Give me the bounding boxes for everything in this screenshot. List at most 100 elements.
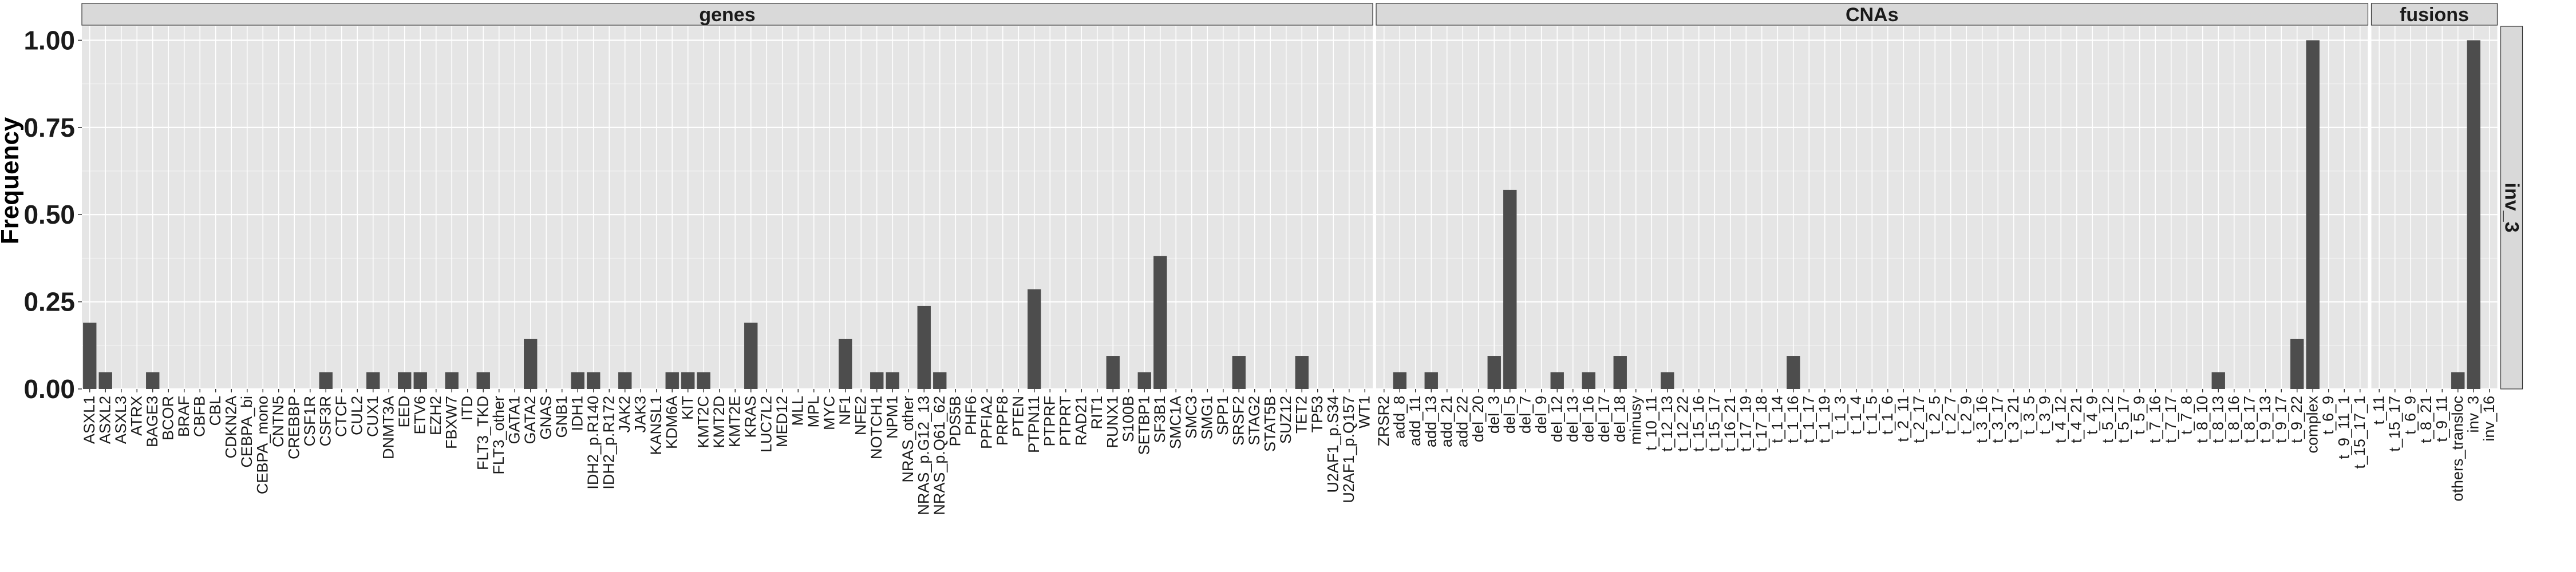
x-tick-label: t_9_11_1 [2335, 396, 2352, 459]
x-tick-label: t_8_17 [2241, 396, 2258, 443]
bar-inv_3 [2467, 40, 2480, 389]
x-tick-label: t_2_17 [1910, 396, 1927, 443]
x-tick-label: t_1_16 [1784, 396, 1801, 443]
x-tick-label: KIT [679, 396, 696, 420]
x-tick-label: t_1_19 [1816, 396, 1833, 443]
x-tick-label: t_17_18 [1753, 396, 1770, 452]
x-tick-label: t_2_7 [1942, 396, 1959, 435]
x-tick-label: RAD21 [1072, 396, 1089, 446]
x-tick-label: t_3_5 [2020, 396, 2037, 435]
x-tick-label: CEBPA_mono [254, 396, 271, 494]
x-tick-label: t_5_9 [2131, 396, 2148, 435]
x-tick-label: t_3_21 [2005, 396, 2022, 443]
x-tick-label: SMC1A [1167, 396, 1184, 449]
x-tick-label: t_7_17 [2162, 396, 2179, 443]
row-strip: inv_3 [2500, 26, 2523, 390]
x-tick-label: t_8_16 [2225, 396, 2242, 443]
x-tick-label: WT1 [1356, 396, 1373, 428]
x-tick-label: NPM1 [883, 396, 900, 439]
x-tick-label: t_15_17 [2386, 396, 2403, 452]
bar-ASXL2 [98, 372, 112, 389]
x-tick-label: BAGE3 [144, 396, 161, 447]
bar-NRAS_p.G12_13 [917, 305, 931, 389]
bar-NOTCH1 [870, 372, 884, 389]
bar-EED [398, 372, 412, 389]
x-tick-label: PRPF8 [994, 396, 1011, 446]
x-tick-label: GNAS [537, 396, 554, 440]
panel-CNAs: CNAsZRSR2add_8add_11add_13add_21add_22de… [1375, 3, 2369, 469]
bar-others_transloc [2451, 372, 2465, 389]
x-tick-label: SPP1 [1214, 396, 1231, 435]
x-tick-label: t_5_12 [2099, 396, 2116, 443]
x-tick-label: JAK3 [631, 396, 649, 433]
x-tick-label: FLT3_TKD [474, 396, 491, 470]
x-tick-label: PTPRT [1057, 396, 1074, 446]
bar-KRAS [744, 323, 758, 389]
bar-CSF3R [319, 372, 333, 389]
panel-strip-label: CNAs [1846, 4, 1899, 26]
x-tick-label: STAT5B [1261, 396, 1278, 452]
x-tick-label: MLL [789, 396, 806, 426]
x-tick-label: KDM6A [663, 396, 680, 449]
x-tick-label: del_5 [1501, 396, 1518, 434]
bar-del_18 [1613, 356, 1627, 389]
x-tick-label: t_15_17 [1705, 396, 1722, 452]
bar-KMT2C [697, 372, 710, 389]
panel-fusions: fusions t_11t_15_17t_6_9t_8_21t_9_11other… [2370, 3, 2498, 502]
x-tick-label: ATRX [128, 396, 145, 436]
x-tick-label: KANSL1 [647, 396, 665, 455]
x-tick-label: MED12 [773, 396, 791, 447]
bar-JAK2 [618, 372, 632, 389]
panels-layer: genes ASXL1ASXL2ASXL3ATRXBAGE3BCORBRAFCBF… [81, 3, 2498, 515]
x-tick-label: NRAS_other [899, 396, 916, 483]
x-tick-label: t_9_17 [2272, 396, 2289, 443]
bar-KDM6A [665, 372, 679, 389]
bar-FBXW7 [445, 372, 459, 389]
x-tick-label: del_3 [1485, 396, 1502, 434]
x-tick-label: t_16_21 [1721, 396, 1739, 452]
panel-background [82, 26, 1373, 389]
x-tick-label: NRAS_p.G12_13 [915, 396, 932, 515]
bar-SF3B1 [1153, 256, 1167, 389]
bar-del_16 [1582, 372, 1595, 389]
x-tick-label: add_13 [1422, 396, 1439, 447]
x-tick-label: t_2_5 [1926, 396, 1943, 435]
panel-strip [1376, 3, 2369, 26]
y-axis: 0.00 0.25 0.50 0.75 1.00 [23, 25, 82, 404]
x-tick-label: DNMT3A [380, 396, 397, 459]
bar-add_8 [1393, 372, 1406, 389]
x-tick-label: GATA1 [505, 396, 523, 444]
x-tick-label: U2AF1_p.Q157 [1340, 396, 1357, 503]
x-tick-label: PTEN [1009, 396, 1026, 437]
x-tick-label: BCOR [159, 396, 176, 440]
panel-strip-label: genes [699, 4, 755, 26]
bar-t_8_13 [2211, 372, 2225, 389]
x-tick-label: t_15_17_1 [2351, 396, 2368, 469]
x-tick-label: del_16 [1579, 396, 1597, 442]
x-tick-label: ASXL2 [96, 396, 113, 444]
bar-KIT [681, 372, 695, 389]
x-tick-label: FBXW7 [442, 396, 460, 449]
x-tick-label: KMT2D [710, 396, 728, 448]
x-tick-label: t_3_16 [1973, 396, 1990, 443]
bar-complex [2306, 40, 2320, 389]
bar-IDH1 [571, 372, 584, 389]
x-tick-label: CEBPA_bi [238, 396, 255, 468]
bar-t_1_16 [1787, 356, 1800, 389]
x-tick-label: t_10_11 [1642, 396, 1660, 451]
x-tick-label: GNB1 [553, 396, 570, 438]
x-tick-label: KMT2E [726, 396, 743, 447]
x-tick-label: ZRSR2 [1375, 396, 1392, 447]
x-tick-label: del_18 [1611, 396, 1628, 442]
x-tick-label: t_12_13 [1658, 396, 1676, 452]
x-tick-label: CNTN5 [270, 396, 287, 447]
x-tick-label: NRAS_p.Q61_62 [931, 396, 948, 515]
bar-NRAS_p.Q61_62 [933, 372, 947, 389]
x-tick-label: CTCF [333, 396, 350, 437]
x-tick-label: BRAF [175, 396, 192, 437]
bar-BAGE3 [146, 372, 160, 389]
y-tick-label: 0.00 [23, 374, 75, 404]
x-tick-label: NFE2 [852, 396, 869, 435]
x-tick-label: PPFIA2 [978, 396, 995, 449]
x-tick-label: TET2 [1293, 396, 1310, 434]
